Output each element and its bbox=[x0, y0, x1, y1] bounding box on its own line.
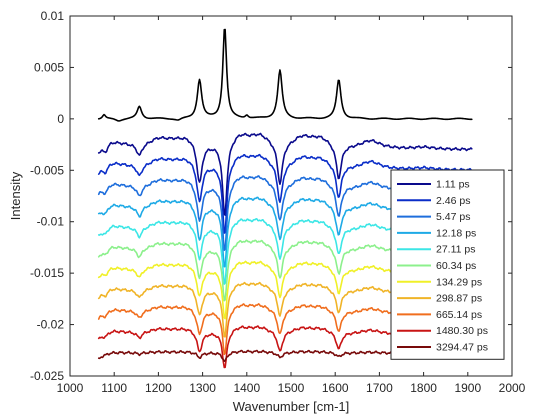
y-tick-label: -0.015 bbox=[30, 266, 64, 280]
reference-series-line bbox=[97, 28, 473, 122]
series-line bbox=[97, 153, 473, 234]
legend-entry: 27.11 ps bbox=[436, 244, 476, 256]
x-tick-label: 1300 bbox=[189, 381, 216, 395]
legend-entry: 5.47 ps bbox=[436, 211, 470, 223]
x-tick-label: 1100 bbox=[101, 381, 127, 395]
y-tick-label: 0.01 bbox=[41, 9, 65, 23]
y-axis-label: Intensity bbox=[8, 171, 23, 220]
x-tick-label: 1600 bbox=[322, 381, 349, 395]
legend-entry: 1480.30 ps bbox=[436, 325, 488, 337]
legend-entry: 3294.47 ps bbox=[436, 342, 488, 354]
x-tick-label: 1400 bbox=[233, 381, 260, 395]
x-tick-label: 1200 bbox=[145, 381, 172, 395]
x-tick-label: 1000 bbox=[57, 381, 84, 395]
legend-entry: 12.18 ps bbox=[436, 227, 476, 239]
x-tick-label: 1700 bbox=[366, 381, 393, 395]
x-tick-label: 2000 bbox=[499, 381, 526, 395]
y-tick-label: 0.005 bbox=[34, 60, 64, 74]
legend: 1.11 ps 2.46 ps 5.47 ps 12.18 ps 27.11 ps 60.… bbox=[390, 169, 505, 360]
legend-entry: 134.29 ps bbox=[436, 276, 482, 288]
y-tick-label: 0 bbox=[57, 112, 64, 126]
y-tick-label: -0.025 bbox=[30, 369, 64, 383]
legend-entry: 665.14 ps bbox=[436, 309, 482, 321]
y-tick-label: -0.01 bbox=[37, 215, 65, 229]
legend-entry: 60.34 ps bbox=[436, 260, 476, 272]
x-tick-label: 1500 bbox=[278, 381, 305, 395]
legend-entry: 1.11 ps bbox=[436, 179, 470, 191]
legend-entry: 2.46 ps bbox=[436, 195, 470, 207]
y-tick-label: -0.005 bbox=[30, 163, 64, 177]
x-axis-label: Wavenumber [cm-1] bbox=[233, 399, 350, 414]
series-line bbox=[97, 132, 473, 216]
legend-entry: 298.87 ps bbox=[436, 293, 482, 305]
x-tick-label: 1800 bbox=[410, 381, 437, 395]
x-tick-label: 1900 bbox=[454, 381, 481, 395]
axes-layer: 1000 1100 1200 1300 1400 1500 1600 1700 1800 1900… bbox=[30, 9, 526, 395]
y-tick-label: -0.02 bbox=[37, 318, 65, 332]
